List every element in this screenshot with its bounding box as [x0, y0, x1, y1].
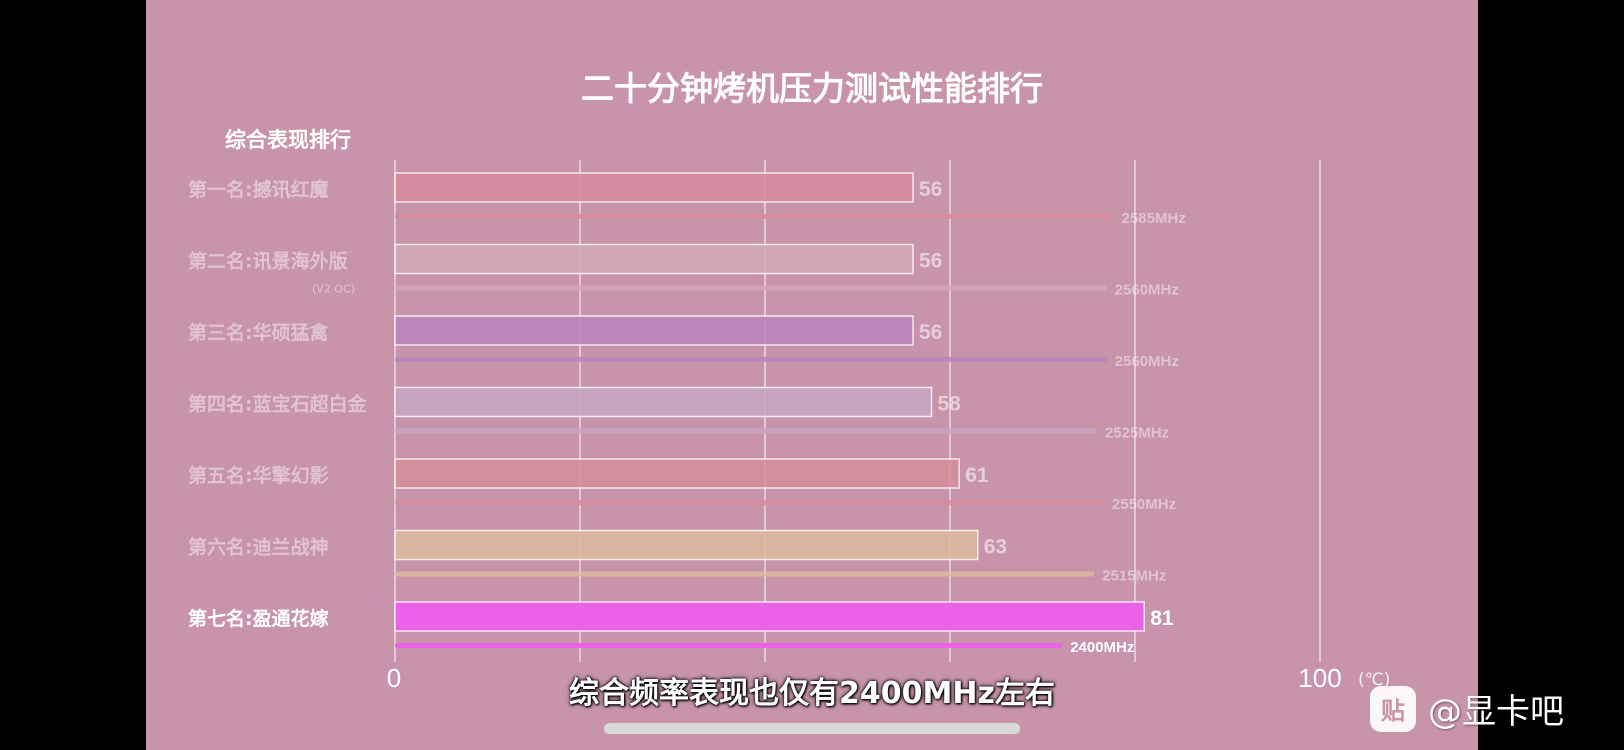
video-caption: 综合频率表现也仅有2400MHz左右: [569, 676, 1055, 711]
temperature-value-label: 56: [919, 250, 942, 273]
watermark-text: @显卡吧: [1428, 692, 1564, 732]
temperature-value-label: 81: [1150, 607, 1174, 630]
frequency-value-label: 2550MHz: [1112, 496, 1176, 513]
frequency-line: [395, 357, 1107, 362]
temperature-bar: [394, 601, 1145, 632]
tieba-icon: 贴: [1370, 685, 1416, 732]
temperature-bar: [394, 458, 960, 489]
chart-subtitle: 综合表现排行: [225, 128, 351, 152]
tick-label: 0: [387, 663, 401, 693]
scrollbar[interactable]: [604, 723, 1020, 734]
category-label: 第一名:撼讯红魔: [188, 178, 330, 201]
frequency-line: [395, 643, 1063, 648]
category-label: 第七名:盈通花嫁: [188, 607, 329, 630]
temperature-value-label: 56: [919, 178, 942, 201]
temperature-value-label: 56: [919, 321, 942, 344]
axis-unit-label: (℃): [1358, 670, 1390, 690]
frequency-value-label: 2560MHz: [1115, 353, 1179, 370]
frequency-line: [395, 214, 1114, 219]
category-label: 第五名:华擎幻影: [188, 464, 329, 487]
category-label: 第三名:华硕猛禽: [188, 321, 330, 344]
category-label: 第二名:讯景海外版: [188, 250, 348, 273]
bars: [394, 172, 1145, 648]
chart-title: 二十分钟烤机压力测试性能排行: [581, 69, 1043, 108]
frequency-line: [395, 285, 1107, 291]
watermark: 贴 @显卡吧: [1370, 684, 1564, 733]
temperature-bar: [394, 172, 914, 203]
temperature-value-label: 61: [965, 464, 989, 487]
temperature-bar: [394, 386, 933, 418]
category-label: 第四名:蓝宝石超白金: [188, 393, 368, 416]
frequency-value-label: 2400MHz: [1070, 639, 1134, 656]
frequency-value-label: 2560MHz: [1115, 282, 1179, 299]
temperature-bar: [394, 529, 979, 561]
frequency-line: [395, 428, 1097, 434]
gridlines: [394, 160, 1321, 662]
frequency-value-label: 2585MHz: [1122, 210, 1186, 227]
temperature-value-label: 63: [984, 536, 1007, 559]
temperature-bar: [394, 315, 914, 346]
frequency-line: [395, 571, 1095, 577]
labels: 0 100 (℃) 56 2585MHz 第一名:撼讯红魔 56 2560MHz 第二名:讯景海…: [188, 178, 1390, 693]
category-note: (V2 OC): [312, 283, 355, 296]
tick-label: 100: [1298, 663, 1341, 693]
frequency-value-label: 2515MHz: [1102, 568, 1166, 585]
temperature-bar: [394, 243, 914, 275]
frequency-value-label: 2525MHz: [1105, 425, 1169, 442]
temperature-value-label: 58: [938, 393, 962, 416]
frequency-line: [395, 500, 1104, 505]
category-label: 第六名:迪兰战神: [188, 536, 329, 559]
